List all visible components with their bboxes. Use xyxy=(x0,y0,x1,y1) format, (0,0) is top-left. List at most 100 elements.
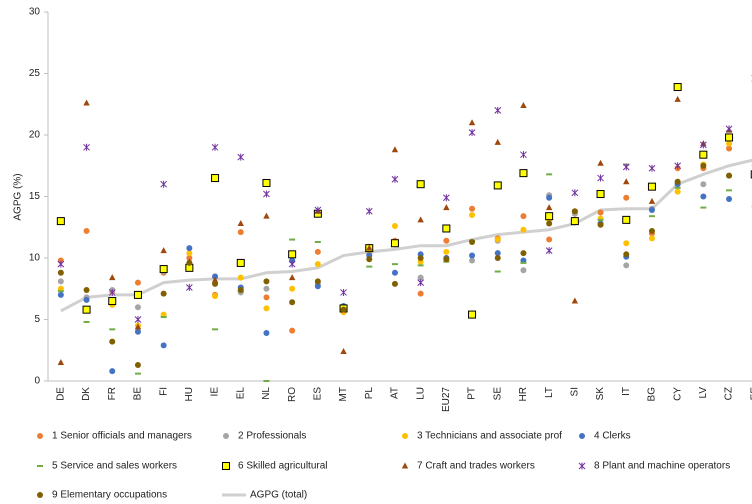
point xyxy=(57,269,64,276)
legend-item: 1 Senior officials and managers xyxy=(37,431,192,442)
point xyxy=(417,255,424,261)
point xyxy=(494,106,502,114)
legend-item: 8 Plant and machine operators xyxy=(578,461,730,472)
point xyxy=(134,316,142,323)
point xyxy=(263,190,270,198)
point xyxy=(494,138,501,145)
point xyxy=(648,207,655,214)
point xyxy=(56,217,65,226)
point xyxy=(160,342,167,349)
point xyxy=(391,146,399,153)
point xyxy=(83,227,90,234)
point xyxy=(443,248,450,255)
point xyxy=(726,145,733,152)
point xyxy=(494,255,501,261)
point xyxy=(314,248,321,255)
legend-item: AGPG (total) xyxy=(222,490,307,501)
x-tick-label: EL xyxy=(235,387,246,400)
point xyxy=(159,265,168,274)
legend-label: 1 Senior officials and managers xyxy=(52,431,192,442)
point xyxy=(288,260,296,268)
point xyxy=(597,221,604,228)
point xyxy=(109,338,116,345)
point xyxy=(134,304,141,311)
legend-item: 2 Professionals xyxy=(223,431,306,442)
point xyxy=(546,236,553,243)
point xyxy=(263,330,270,337)
point xyxy=(469,252,476,259)
point xyxy=(469,239,476,246)
x-tick-label: EU27 xyxy=(441,387,452,412)
point xyxy=(648,235,655,242)
point xyxy=(726,195,733,202)
x-tick-label: LT xyxy=(544,387,555,398)
y-tick-label: 5 xyxy=(34,314,40,325)
legend-label: 9 Elementary occupations xyxy=(52,490,167,501)
point xyxy=(674,178,681,185)
point xyxy=(648,164,656,172)
point xyxy=(211,174,220,183)
total-line xyxy=(60,158,752,313)
point xyxy=(520,250,527,257)
point xyxy=(314,278,321,285)
x-tick-label: NL xyxy=(261,387,272,400)
legend-item: 6 Skilled agricultural xyxy=(222,461,328,472)
point xyxy=(366,244,373,251)
point xyxy=(623,240,630,247)
point xyxy=(417,274,424,281)
point xyxy=(647,182,656,191)
point xyxy=(494,250,501,257)
point xyxy=(623,262,630,269)
y-tick-label: 0 xyxy=(34,376,40,387)
x-tick-label: FI xyxy=(158,387,169,396)
point xyxy=(700,193,707,200)
point xyxy=(223,433,229,439)
legend-label: 3 Technicians and associate prof xyxy=(417,431,562,442)
point xyxy=(725,133,734,142)
legend-item: 3 Technicians and associate prof xyxy=(402,431,562,442)
point xyxy=(468,129,476,137)
point xyxy=(401,462,409,469)
point xyxy=(417,216,424,223)
point xyxy=(314,261,321,268)
point xyxy=(468,310,477,319)
point xyxy=(340,288,347,296)
x-tick-label: MT xyxy=(338,387,349,401)
point xyxy=(160,247,167,254)
point xyxy=(570,217,579,226)
x-tick-label: BE xyxy=(133,387,144,401)
point xyxy=(417,279,425,287)
point xyxy=(545,204,553,211)
point xyxy=(725,125,733,133)
point xyxy=(623,194,630,201)
legend-item: 5 Service and sales workers xyxy=(37,461,177,472)
point xyxy=(340,347,347,354)
point xyxy=(545,212,554,221)
point xyxy=(726,140,733,147)
point xyxy=(597,174,604,182)
y-tick-label: 10 xyxy=(29,253,41,264)
point xyxy=(494,236,501,243)
point xyxy=(134,328,141,335)
point xyxy=(391,280,398,287)
point xyxy=(622,163,630,171)
point xyxy=(83,286,90,293)
point xyxy=(288,250,297,259)
legend-label: 2 Professionals xyxy=(238,431,306,442)
point xyxy=(417,290,424,297)
point xyxy=(391,269,398,276)
point xyxy=(578,462,586,470)
point xyxy=(443,237,450,244)
point xyxy=(185,284,193,292)
point xyxy=(546,194,553,201)
point xyxy=(571,297,579,304)
point xyxy=(37,433,43,439)
legend-item: 4 Clerks xyxy=(579,431,631,442)
point xyxy=(391,223,398,230)
point xyxy=(237,153,245,161)
legend-label: 7 Craft and trades workers xyxy=(417,461,535,472)
x-tick-label: PT xyxy=(467,387,478,400)
point xyxy=(390,239,399,248)
point xyxy=(365,207,373,215)
